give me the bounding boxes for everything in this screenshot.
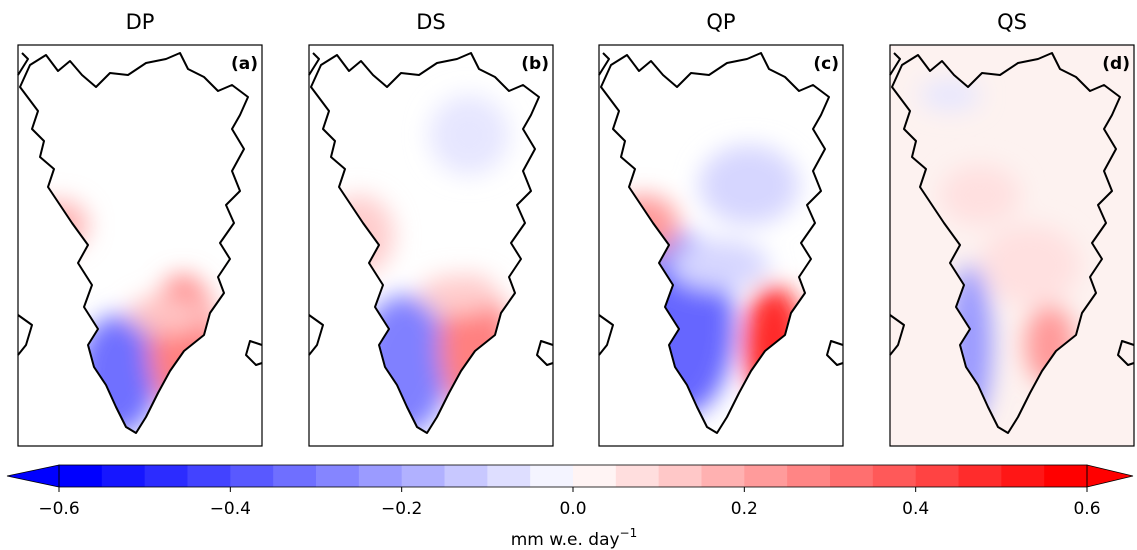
coastline-greenland [310, 52, 540, 434]
coastline-iceland [245, 340, 263, 366]
colorbar-label: mm w.e. day−1 [511, 526, 638, 550]
anomaly-blob [128, 295, 208, 335]
colorbar-bin [658, 465, 702, 487]
colorbar-bin [1044, 465, 1088, 487]
map-panel: QS (d) [889, 10, 1135, 447]
coastline-canada [17, 52, 33, 356]
panel-frame [598, 44, 844, 447]
panel-frame [308, 44, 554, 447]
map-panel: DP (a) [17, 10, 263, 447]
coastline-canada [308, 52, 324, 356]
colorbar-bin [787, 465, 831, 487]
anomaly-blob [699, 145, 799, 225]
colorbar-bin [830, 465, 874, 487]
colorbar-bin [144, 465, 188, 487]
panel-label: (b) [521, 54, 549, 74]
colorbar-bin [744, 465, 788, 487]
panel-title: QS [997, 10, 1027, 34]
anomaly-blob [980, 225, 1080, 305]
colorbar-bin [59, 465, 103, 487]
colorbar-tick-label: 0.2 [731, 499, 758, 519]
anomaly-blob [940, 165, 1020, 225]
coastline-iceland [536, 340, 554, 366]
colorbar: −0.6 −0.4 −0.2 0.0 0.2 0.4 0.6 [6, 464, 1134, 519]
coastline-greenland [600, 52, 830, 434]
coastline-iceland [826, 340, 844, 366]
coastline-canada [889, 52, 905, 356]
colorbar-tick-label: 0.6 [1073, 499, 1100, 519]
colorbar-bin [872, 465, 917, 487]
panel-label: (c) [813, 54, 839, 74]
map-panel: DS (b) [308, 10, 554, 447]
coastline-canada [598, 52, 614, 356]
colorbar-bin [701, 465, 745, 487]
colorbar-bin [230, 465, 274, 487]
colorbar-bin [1001, 465, 1045, 487]
colorbar-bin [358, 465, 403, 487]
anomaly-blob [920, 80, 980, 110]
colorbar-bin [530, 465, 574, 487]
colorbar-tick-label: −0.6 [38, 499, 79, 519]
colorbar-label-exponent: −1 [620, 526, 638, 540]
anomaly-blobs [920, 80, 1080, 425]
colorbar-bin [101, 465, 146, 487]
panel-title: DP [126, 10, 155, 34]
panels: DP (a) DS (b) QP (c) QS (d) [17, 10, 1135, 447]
colorbar-bin [573, 465, 617, 487]
colorbar-tick-label: −0.4 [210, 499, 251, 519]
coastline-greenland [19, 52, 249, 434]
anomaly-blob [419, 275, 499, 315]
panel-label: (a) [231, 54, 258, 74]
colorbar-bin [958, 465, 1002, 487]
map-panel: QP (c) [598, 10, 844, 447]
panel-frame [17, 44, 263, 447]
colorbar-bin [401, 465, 445, 487]
colorbar-label-text: mm w.e. day [511, 530, 620, 550]
colorbar-extend-min [6, 464, 60, 488]
anomaly-blob [669, 240, 769, 290]
panel-title: QP [706, 10, 735, 34]
colorbar-bin [487, 465, 531, 487]
panel-label: (d) [1102, 54, 1130, 74]
coastline-iceland [1117, 340, 1135, 366]
colorbar-bin [187, 465, 231, 487]
colorbar-bin [444, 465, 488, 487]
colorbar-tick-label: 0.4 [902, 499, 929, 519]
anomaly-blob [429, 95, 509, 175]
colorbar-bin [316, 465, 360, 487]
panel-title: DS [416, 10, 446, 34]
colorbar-tick-label: 0.0 [559, 499, 586, 519]
colorbar-bin [915, 465, 959, 487]
colorbar-extend-max [1086, 464, 1134, 488]
coastline-greenland [891, 52, 1121, 434]
panel-frame [889, 44, 1135, 447]
colorbar-bin [615, 465, 660, 487]
colorbar-tick-label: −0.2 [381, 499, 422, 519]
colorbar-bin [273, 465, 317, 487]
